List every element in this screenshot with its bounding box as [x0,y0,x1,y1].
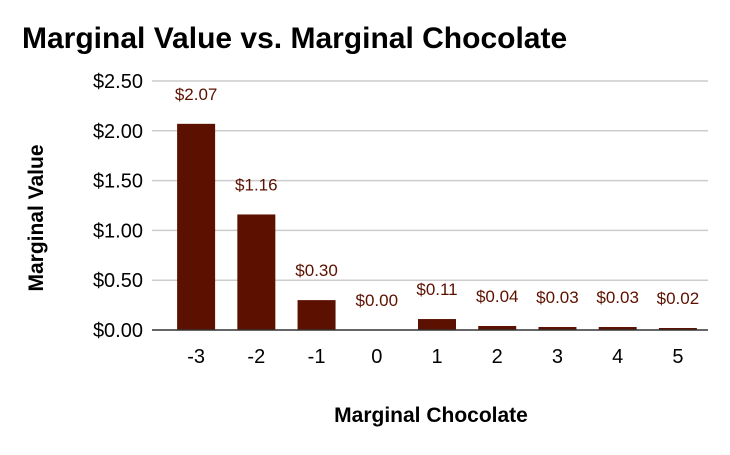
x-axis-title: Marginal Chocolate [334,404,528,427]
data-label: $0.00 [356,291,399,310]
bar [237,214,276,330]
x-tick-label: -1 [308,346,326,368]
data-label: $0.04 [476,287,519,306]
bar [598,327,637,330]
bar [538,327,577,330]
data-label: $0.03 [536,288,579,307]
bar [297,300,336,330]
y-tick-label: $1.00 [93,220,143,242]
x-tick-label: 0 [371,346,382,368]
data-label: $0.02 [657,289,700,308]
y-axis-title: Marginal Value [25,144,48,291]
x-tick-label: 4 [612,346,623,368]
y-tick-label: $0.50 [93,270,143,292]
chart-title: Marginal Value vs. Marginal Chocolate [22,22,567,55]
data-label: $0.03 [596,288,639,307]
y-tick-label: $1.50 [93,171,143,193]
data-labels: $2.07 $1.16 $0.30 $0.00 $0.11 $0.04 $0.03 $0.03… [175,85,699,310]
bars [177,123,697,330]
data-label: $0.30 [295,261,338,280]
bar [478,326,517,330]
bar [418,319,456,330]
x-tick-label: 1 [431,346,442,368]
x-axis-ticks: -3 -2 -1 0 1 2 3 4 5 [187,346,683,368]
x-tick-label: 2 [492,346,503,368]
bar [658,328,697,330]
data-label: $2.07 [175,85,218,104]
data-label: $1.16 [235,175,278,194]
y-axis-ticks: $0.00 $0.50 $1.00 $1.50 $2.00 $2.50 [93,71,143,342]
y-tick-label: $2.00 [93,121,143,143]
x-tick-label: 3 [552,346,563,368]
y-tick-label: $2.50 [93,71,143,93]
y-tick-label: $0.00 [93,320,143,342]
x-tick-label: -3 [187,346,205,368]
x-tick-label: 5 [672,346,683,368]
bar [177,123,216,330]
data-label: $0.11 [416,280,457,299]
x-tick-label: -2 [247,346,265,368]
